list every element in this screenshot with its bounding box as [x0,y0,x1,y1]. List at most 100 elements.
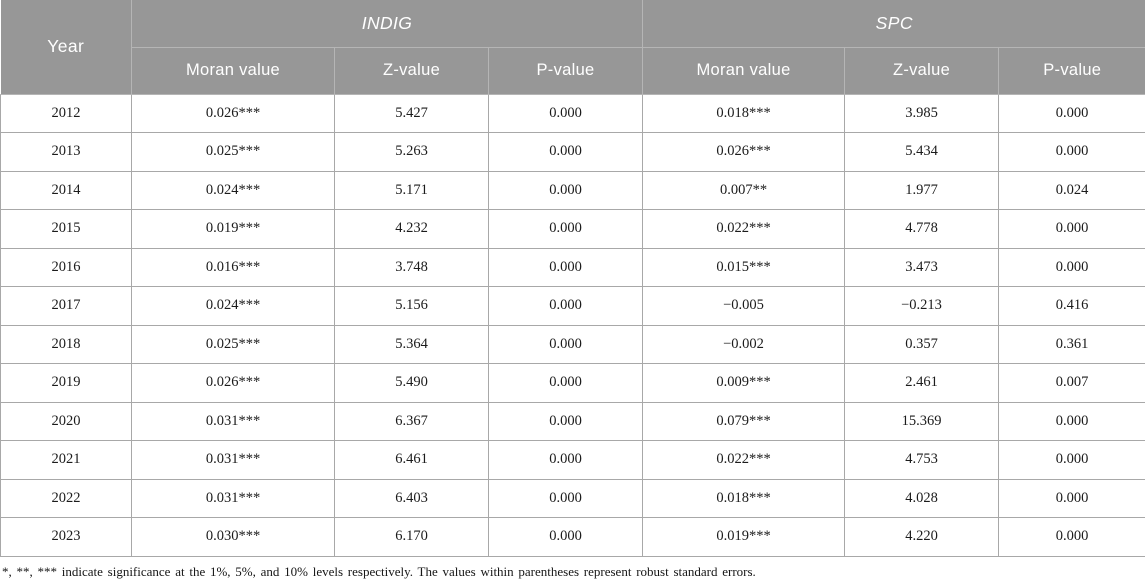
indig-p-cell: 0.000 [487,209,644,249]
spc-moran-cell: 0.009*** [642,363,846,403]
spc-z-cell: 5.434 [844,132,1000,172]
table-footnote: *, **, *** indicate significance at the … [2,563,756,579]
spc-moran-cell: 0.079*** [642,401,846,441]
spc-z-cell: 0.357 [844,324,1000,364]
spc-p-cell: 0.000 [998,440,1145,480]
table-row: 2023 0.030*** 6.170 0.000 0.019*** 4.220… [0,517,1145,557]
col-header-indig-moran: Moran value [131,46,335,95]
indig-z-cell: 5.490 [334,363,489,403]
spc-p-cell: 0.000 [998,132,1145,172]
indig-z-cell: 4.232 [334,209,489,249]
indig-p-cell: 0.000 [487,93,644,133]
spc-z-cell: 15.369 [844,401,1000,441]
spc-z-cell: −0.213 [844,286,1000,326]
indig-moran-cell: 0.024*** [131,170,335,210]
indig-moran-cell: 0.019*** [131,209,335,249]
spc-moran-cell: −0.005 [642,286,846,326]
indig-p-cell: 0.000 [487,363,644,403]
table-row: 2022 0.031*** 6.403 0.000 0.018*** 4.028… [0,478,1145,518]
spc-p-cell: 0.000 [998,401,1145,441]
year-cell: 2012 [0,93,132,133]
indig-moran-cell: 0.024*** [131,286,335,326]
year-cell: 2019 [0,363,132,403]
indig-p-cell: 0.000 [487,247,644,287]
spc-moran-cell: 0.007** [642,170,846,210]
year-cell: 2014 [0,170,132,210]
spc-moran-cell: 0.018*** [642,93,846,133]
table-row: 2020 0.031*** 6.367 0.000 0.079*** 15.36… [0,401,1145,441]
spc-z-cell: 4.778 [844,209,1000,249]
year-cell: 2017 [0,286,132,326]
spc-p-cell: 0.361 [998,324,1145,364]
indig-p-cell: 0.000 [487,517,644,557]
year-cell: 2022 [0,478,132,518]
spc-p-cell: 0.000 [998,517,1145,557]
indig-z-cell: 3.748 [334,247,489,287]
spc-moran-cell: 0.015*** [642,247,846,287]
spc-p-cell: 0.024 [998,170,1145,210]
table-row: 2015 0.019*** 4.232 0.000 0.022*** 4.778… [0,209,1145,249]
indig-moran-cell: 0.031*** [131,440,335,480]
table-row: 2021 0.031*** 6.461 0.000 0.022*** 4.753… [0,440,1145,480]
indig-z-cell: 5.171 [334,170,489,210]
moran-index-table: Year INDIG SPC Moran value Z-value P-val… [0,0,1145,557]
indig-z-cell: 5.427 [334,93,489,133]
spc-p-cell: 0.000 [998,93,1145,133]
col-group-spc: SPC [642,0,1145,48]
year-cell: 2023 [0,517,132,557]
year-cell: 2020 [0,401,132,441]
indig-moran-cell: 0.016*** [131,247,335,287]
indig-moran-cell: 0.030*** [131,517,335,557]
table-row: 2014 0.024*** 5.171 0.000 0.007** 1.977 … [0,170,1145,210]
indig-p-cell: 0.000 [487,286,644,326]
header-sub-row: Moran value Z-value P-value Moran value … [1,46,1145,95]
col-header-indig-z: Z-value [334,46,489,95]
indig-p-cell: 0.000 [487,478,644,518]
spc-moran-cell: 0.018*** [642,478,846,518]
indig-z-cell: 5.263 [334,132,489,172]
spc-p-cell: 0.000 [998,209,1145,249]
spc-moran-cell: −0.002 [642,324,846,364]
indig-z-cell: 6.170 [334,517,489,557]
indig-z-cell: 5.364 [334,324,489,364]
col-group-indig: INDIG [130,0,644,48]
spc-z-cell: 3.985 [844,93,1000,133]
spc-z-cell: 1.977 [844,170,1000,210]
table-header: Year INDIG SPC Moran value Z-value P-val… [0,0,1145,95]
indig-p-cell: 0.000 [487,170,644,210]
table-row: 2019 0.026*** 5.490 0.000 0.009*** 2.461… [0,363,1145,403]
year-cell: 2013 [0,132,132,172]
indig-z-cell: 6.461 [334,440,489,480]
table-row: 2017 0.024*** 5.156 0.000 −0.005 −0.213 … [0,286,1145,326]
spc-z-cell: 4.028 [844,478,1000,518]
spc-moran-cell: 0.022*** [642,440,846,480]
table-row: 2018 0.025*** 5.364 0.000 −0.002 0.357 0… [0,324,1145,364]
year-cell: 2021 [0,440,132,480]
indig-z-cell: 6.403 [334,478,489,518]
spc-moran-cell: 0.022*** [642,209,846,249]
spc-p-cell: 0.000 [998,247,1145,287]
indig-p-cell: 0.000 [487,132,644,172]
indig-moran-cell: 0.026*** [131,93,335,133]
spc-z-cell: 2.461 [844,363,1000,403]
spc-p-cell: 0.007 [998,363,1145,403]
indig-p-cell: 0.000 [487,401,644,441]
indig-p-cell: 0.000 [487,440,644,480]
spc-z-cell: 4.220 [844,517,1000,557]
spc-p-cell: 0.000 [998,478,1145,518]
table-body: 2012 0.026*** 5.427 0.000 0.018*** 3.985… [0,93,1145,557]
col-header-indig-p: P-value [487,46,644,95]
indig-z-cell: 5.156 [334,286,489,326]
indig-moran-cell: 0.025*** [131,324,335,364]
col-header-spc-moran: Moran value [642,46,846,95]
col-header-spc-z: Z-value [844,46,1000,95]
spc-z-cell: 3.473 [844,247,1000,287]
col-header-spc-p: P-value [998,46,1145,95]
year-cell: 2015 [0,209,132,249]
table-row: 2016 0.016*** 3.748 0.000 0.015*** 3.473… [0,247,1145,287]
table-row: 2013 0.025*** 5.263 0.000 0.026*** 5.434… [0,132,1145,172]
table-row: 2012 0.026*** 5.427 0.000 0.018*** 3.985… [0,93,1145,133]
indig-moran-cell: 0.031*** [131,478,335,518]
year-cell: 2016 [0,247,132,287]
